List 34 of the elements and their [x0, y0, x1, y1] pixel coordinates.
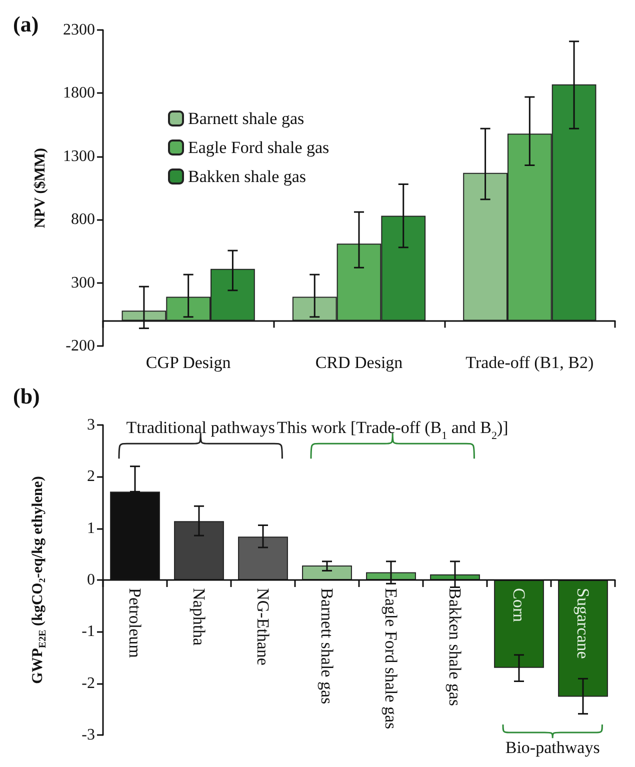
y-axis-title: NPV ($MM) — [32, 148, 48, 228]
x-tick-label: Barnett shale gas — [318, 588, 336, 704]
y-tick-label: 1800 — [63, 84, 95, 102]
x-tick-label: Petroleum — [126, 588, 144, 658]
y-tick-label: 800 — [71, 211, 95, 228]
annotation: Ttraditional pathways — [126, 418, 275, 437]
legend-label: Bakken shale gas — [188, 167, 306, 186]
y-tick-label: -1 — [82, 623, 95, 640]
x-tick-label: Trade-off (B1, B2) — [466, 353, 594, 372]
y-tick-label: 2300 — [63, 22, 95, 38]
y-axis-title: GWPE2E (kgCO₂-eq/kg ethylene) — [30, 476, 48, 684]
x-tick-label: Eagle Ford shale gas — [382, 588, 400, 730]
x-tick-label: NG-Ethane — [254, 588, 272, 666]
y-tick-label: 1 — [87, 520, 95, 537]
text: Bio-pathways — [505, 738, 600, 757]
legend-label: Barnett shale gas — [188, 109, 304, 128]
y-tick-label: 3 — [87, 416, 95, 434]
x-tick-label: CGP Design — [146, 353, 232, 372]
y-tick-label: 0 — [87, 572, 95, 588]
y-tick-label: 1300 — [63, 148, 95, 165]
x-tick-label: Corn — [510, 588, 528, 622]
x-tick-label: Naphtha — [190, 588, 208, 646]
y-tick-label: 300 — [71, 274, 95, 292]
y-tick-label: 2 — [87, 468, 95, 486]
x-tick-label: Bakken shale gas — [446, 588, 464, 706]
y-tick-label: -200 — [66, 338, 95, 354]
annotation: This work [Trade-off (B$_{1}$ and B$_{2}$)] — [276, 418, 508, 442]
x-tick-label: CRD Design — [315, 353, 404, 372]
chart-title: (a) — [13, 12, 39, 36]
x-tick-label: Sugarcane — [574, 588, 592, 659]
y-tick-label: -2 — [82, 674, 95, 692]
y-tick-label: -3 — [82, 726, 95, 744]
chart-title: (b) — [13, 384, 40, 408]
legend-label: Eagle Ford shale gas — [188, 138, 330, 157]
